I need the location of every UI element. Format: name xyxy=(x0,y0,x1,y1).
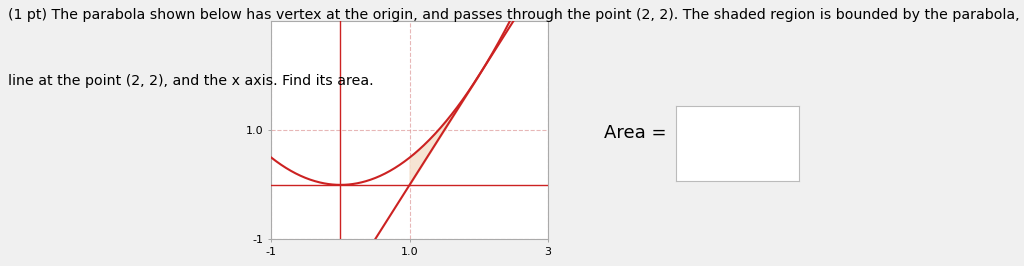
Text: (1 pt) The parabola shown below has vertex at the origin, and passes through the: (1 pt) The parabola shown below has vert… xyxy=(8,8,1024,22)
Text: Area =: Area = xyxy=(604,124,667,142)
Text: line at the point (2, 2), and the x axis. Find its area.: line at the point (2, 2), and the x axis… xyxy=(8,74,374,89)
